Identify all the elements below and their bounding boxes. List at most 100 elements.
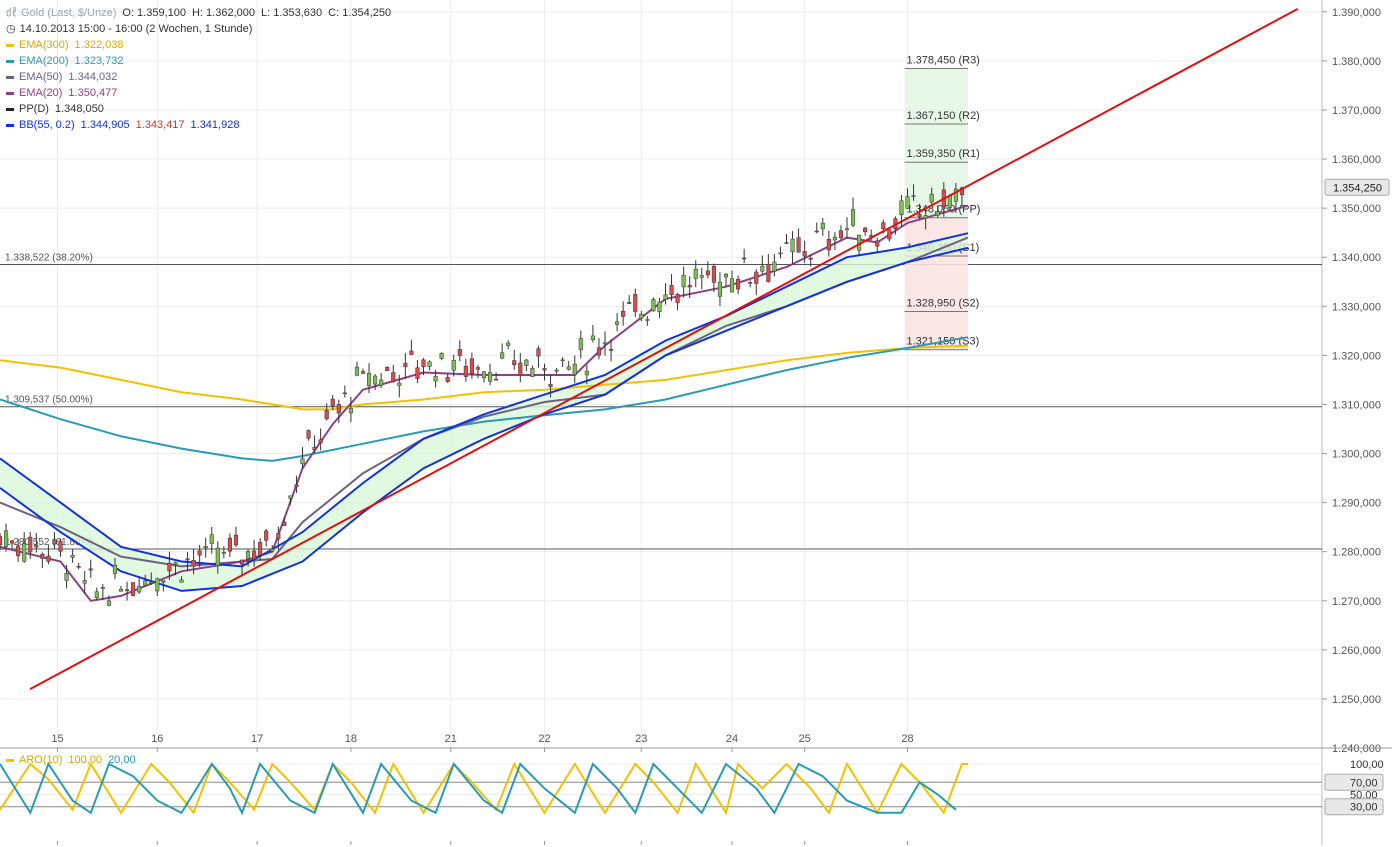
candle-body	[663, 294, 668, 300]
aroon-tick-label: 70,00	[1350, 777, 1378, 789]
candle-body	[578, 338, 583, 351]
candle-body	[488, 372, 493, 382]
legend-bb[interactable]: BB(55, 0.2) 1.344,905 1.343,417 1.341,92…	[6, 117, 391, 133]
candle-body	[481, 371, 487, 379]
candle-body	[645, 319, 650, 321]
candle-body	[953, 188, 958, 202]
candle-body	[681, 274, 686, 288]
candle-body	[397, 382, 402, 386]
candle-body	[475, 367, 480, 370]
pivot-label: PP(D)	[19, 103, 49, 115]
candle-body	[197, 550, 202, 556]
candle-body	[875, 240, 880, 247]
candle-body	[723, 273, 729, 278]
time-tick-label: 17	[251, 733, 263, 745]
ema200-swatch	[6, 59, 14, 63]
candle-body	[524, 359, 529, 366]
aroon-tick-label: 30,00	[1350, 802, 1378, 814]
instrument-label: Gold (Last, $/Unze)	[21, 7, 117, 19]
candle-body	[282, 521, 287, 526]
pivot-swatch	[6, 107, 14, 111]
candle-body	[131, 582, 136, 596]
candle-body	[58, 540, 63, 552]
candle-body	[354, 366, 359, 376]
aroon-down-line	[0, 761, 957, 816]
candle-body	[125, 589, 130, 591]
aroon-tick-label: 100,00	[1350, 759, 1384, 771]
legend-ema20[interactable]: EMA(20) 1.350,477	[6, 85, 391, 101]
candle-body	[143, 580, 148, 586]
candle-body	[433, 376, 438, 382]
legend-pivot[interactable]: PP(D) 1.348,050	[6, 101, 391, 117]
legend-ema50[interactable]: EMA(50) 1.344,032	[6, 69, 391, 85]
candle-body	[500, 352, 505, 359]
ema300-line	[0, 344, 969, 411]
oscillator-legend[interactable]: ARO(10) 100,00 20,00	[6, 754, 136, 766]
bollinger-lower-line	[0, 246, 969, 592]
candle-body	[699, 275, 704, 278]
candle-body	[669, 284, 674, 296]
candle-body	[748, 282, 753, 284]
aroon-level-tag	[1324, 773, 1384, 791]
bollinger-upper-line	[0, 232, 969, 568]
candle-body	[106, 600, 111, 606]
ohlc-open: O: 1.359,100	[122, 7, 186, 19]
candle-body	[385, 367, 390, 371]
candle-body	[790, 238, 795, 253]
price-tick-label: 1.280,000	[1332, 547, 1381, 559]
legend-ema300[interactable]: EMA(300) 1.322,038	[6, 37, 391, 53]
candle-body	[609, 349, 614, 351]
candle-body	[687, 285, 692, 288]
price-tick-label: 1.290,000	[1332, 498, 1381, 510]
candle-body	[409, 350, 414, 355]
candle-body	[742, 257, 747, 260]
candlesticks	[0, 182, 965, 607]
candle-body	[711, 265, 716, 283]
candle-body	[615, 321, 620, 325]
aroon-label: ARO(10)	[19, 754, 63, 766]
candle-body	[391, 372, 396, 382]
candle-body	[191, 559, 196, 567]
candle-body	[959, 187, 965, 196]
candle-body	[82, 580, 87, 584]
candle-body	[439, 353, 444, 359]
time-axis: 15 16 17 18 21 22 23 24 25 28	[51, 733, 914, 752]
candle-body	[469, 358, 474, 374]
candle-body	[445, 377, 450, 382]
bb-value-lower: 1.341,928	[190, 119, 240, 131]
candle-body	[0, 535, 3, 546]
candle-body	[590, 335, 595, 341]
candle-body	[917, 214, 922, 218]
candle-body	[167, 562, 172, 572]
candle-body	[415, 367, 420, 379]
price-axis: 1.390,000 1.380,000 1.370,000 1.360,000 1.35…	[1321, 0, 1381, 845]
candle-body	[16, 545, 21, 557]
candle-body	[844, 228, 850, 231]
candle-body	[935, 211, 940, 216]
candle-body	[639, 313, 644, 319]
legend-ema200[interactable]: EMA(200) 1.323,732	[6, 53, 391, 69]
candle-body	[518, 362, 523, 376]
candle-body	[22, 543, 27, 562]
chart-legend: ㎗ Gold (Last, $/Unze) O: 1.359,100 H: 1.…	[6, 5, 391, 133]
candle-body	[403, 363, 408, 367]
candle-body	[100, 587, 105, 589]
candle-body	[863, 227, 868, 233]
candle-body	[851, 209, 856, 226]
pivot-zone-resistance	[904, 123, 968, 163]
candle-body	[294, 484, 299, 488]
candle-body	[324, 410, 329, 420]
candle-body	[348, 407, 353, 414]
candle-body	[820, 222, 825, 230]
candle-body	[360, 371, 366, 374]
clock-icon: ◷	[6, 23, 16, 35]
price-tick-label: 1.260,000	[1332, 645, 1381, 657]
candle-body	[814, 230, 819, 233]
period-row: ◷ 14.10.2013 15:00 - 16:00 (2 Wochen, 1 …	[6, 21, 391, 37]
ema20-label: EMA(20)	[19, 87, 63, 99]
candle-body	[923, 215, 928, 219]
candle-body	[94, 591, 99, 598]
candle-body	[52, 539, 57, 545]
fib-level-label: 1.309,537 (50.00%)	[5, 395, 93, 406]
